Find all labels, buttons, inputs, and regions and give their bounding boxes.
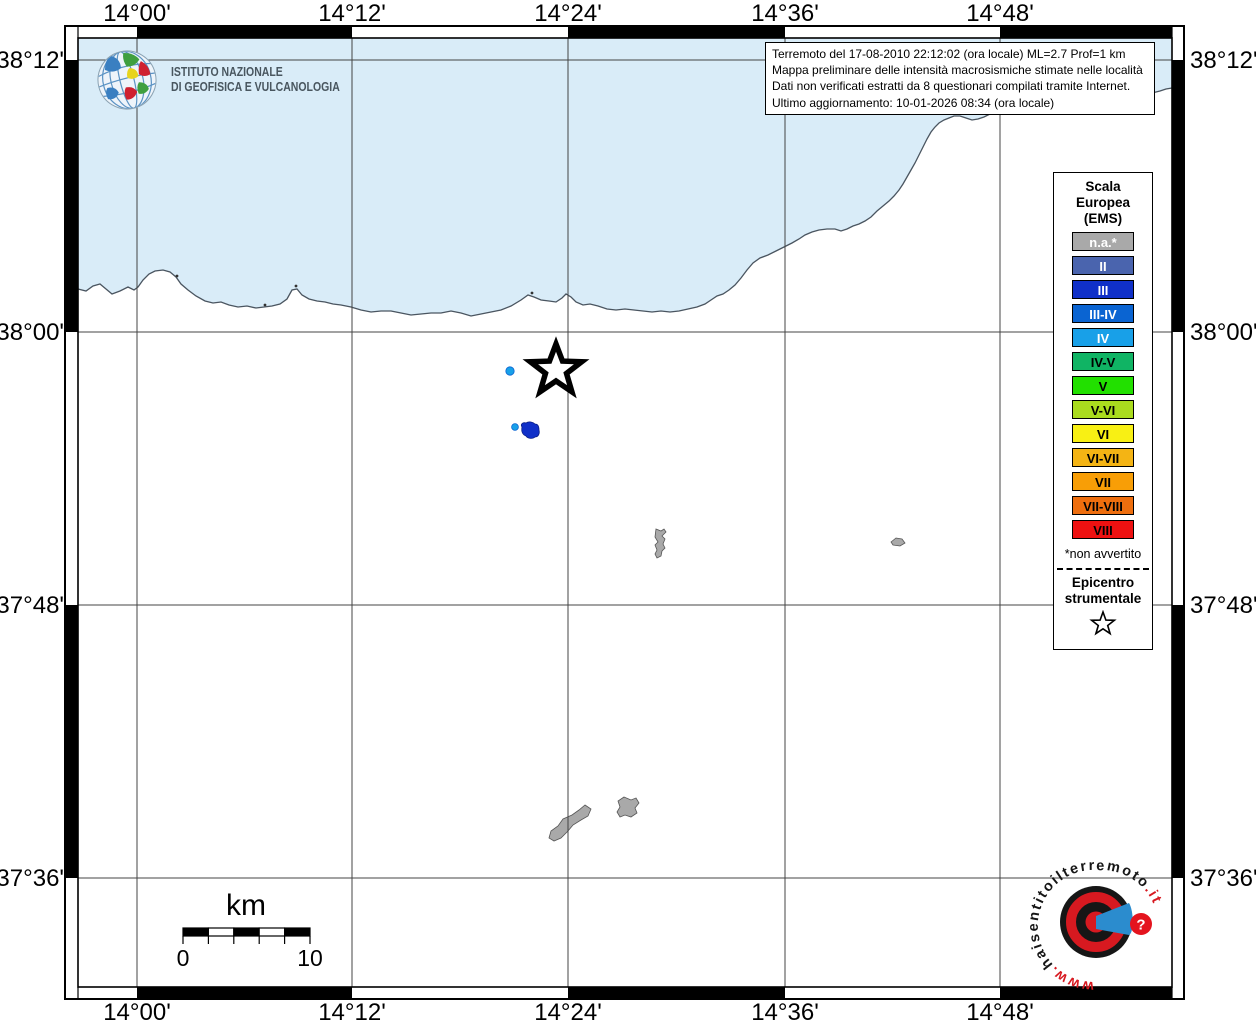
locality-na-gray [548,528,906,842]
ingv-line2: DI GEOFISICA E VULCANOLOGIA [171,80,340,94]
legend-swatch-viii: VIII [1072,520,1134,539]
scale-start-label: 0 [177,945,190,971]
legend-swatch-vii-viii: VII-VIII [1072,496,1134,515]
frame-black-segments [65,26,1184,999]
lon-label-top-4: 14°48' [966,0,1034,27]
legend-epicenter-line2: strumentale [1064,591,1142,606]
legend-swatch-iii: III [1072,280,1134,299]
lat-label-right-3: 37°36' [1190,865,1256,892]
frame-corner-ticks [77,26,1173,999]
legend-swatch-iv-v: IV-V [1072,352,1134,371]
lon-label-top-2: 14°24' [534,0,602,27]
lon-label-bottom-2: 14°24' [534,999,602,1024]
legend-divider [1057,568,1149,570]
lat-label-right-1: 38°00' [1190,319,1256,346]
islet-dots [175,274,534,307]
lon-label-bottom-4: 14°48' [966,999,1034,1024]
lat-label-right-0: 38°12' [1190,47,1256,74]
info-line-updated: Ultimo aggiornamento: 10-01-2026 08:34 (… [772,95,1055,110]
locality-polygons [505,366,906,842]
lon-label-top-3: 14°36' [751,0,819,27]
lat-label-right-2: 37°48' [1190,592,1256,619]
legend-epicenter-star-icon [1089,609,1117,636]
coastline [77,87,1173,317]
lat-label-left-1: 38°00' [0,319,64,346]
lon-label-top-1: 14°12' [318,0,386,27]
legend-title-line1: Scala [1085,179,1121,194]
legend-swatch-na: n.a.* [1072,232,1134,251]
lat-label-left-0: 38°12' [0,47,64,74]
lat-label-left-3: 37°36' [0,865,64,892]
epicenter-star [522,336,590,399]
info-line-map-type: Mappa preliminare delle intensità macros… [772,63,1143,78]
scale-unit-label: km [226,889,266,922]
lon-label-bottom-3: 14°36' [751,999,819,1024]
legend-swatch-ii: II [1072,256,1134,275]
locality-intensity-iv [505,366,515,376]
legend-swatch-vi-vii: VI-VII [1072,448,1134,467]
info-line-event: Terremoto del 17-08-2010 22:12:02 (ora l… [772,47,1126,61]
legend-epicenter-line1: Epicentro [1071,575,1135,590]
logo-megaphone [1096,903,1133,935]
ingv-wordmark: ISTITUTO NAZIONALE DI GEOFISICA E VULCAN… [171,65,340,95]
map-frame [64,25,1185,1000]
graticule [78,38,1172,987]
legend-swatch-v: V [1072,376,1134,395]
legend-swatch-v-vi: V-VI [1072,400,1134,419]
scale-bar: km 0 10 [177,889,323,971]
logo-question-mark: ? [1136,917,1145,934]
legend-title: Scala Europea (EMS) [1054,179,1152,227]
lat-label-left-2: 37°48' [0,592,64,619]
legend: Scala Europea (EMS) n.a.* II III III-IV … [1053,172,1153,650]
earthquake-info-box: Terremoto del 17-08-2010 22:12:02 (ora l… [765,42,1155,115]
logo-bullseye: ? [1060,886,1152,958]
lon-label-top-0: 14°00' [103,0,171,27]
haisentitoilterremoto-logo: www.haisentitoilterremoto.it ? [1030,858,1166,1000]
ingv-line1: ISTITUTO NAZIONALE [171,65,283,79]
legend-swatch-vi: VI [1072,424,1134,443]
locality-intensity-iv-2 [511,423,519,431]
legend-title-line3: (EMS) [1083,211,1123,226]
legend-swatch-vii: VII [1072,472,1134,491]
ingv-logo: ISTITUTO NAZIONALE DI GEOFISICA E VULCAN… [95,49,372,111]
scale-end-label: 10 [297,945,323,971]
lon-label-bottom-1: 14°12' [318,999,386,1024]
legend-title-line2: Europea [1075,195,1130,210]
lon-label-bottom-0: 14°00' [103,999,171,1024]
legend-swatch-iii-iv: III-IV [1072,304,1134,323]
locality-intensity-iii [520,421,540,439]
logo-question-circle [1130,913,1152,935]
legend-swatch-iv: IV [1072,328,1134,347]
legend-epicenter-label: Epicentro strumentale [1054,575,1152,607]
info-line-data-source: Dati non verificati estratti da 8 questi… [772,79,1131,94]
legend-footnote: *non avvertito [1064,547,1142,561]
ingv-globe-icon [97,50,157,110]
